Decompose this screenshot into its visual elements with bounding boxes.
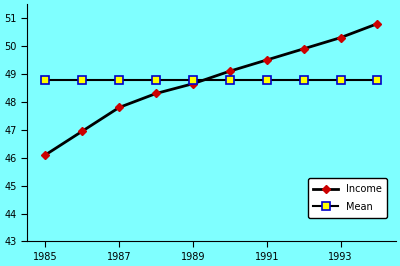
Line: Mean: Mean xyxy=(41,75,382,84)
Income xyxy=(264,59,269,62)
Legend: Income, Mean: Income, Mean xyxy=(308,178,387,218)
Mean xyxy=(117,78,122,81)
Income xyxy=(154,92,158,95)
Income xyxy=(301,47,306,51)
Income xyxy=(117,106,122,109)
Income xyxy=(43,153,48,156)
Income xyxy=(375,22,380,25)
Income xyxy=(80,130,85,133)
Mean xyxy=(228,78,232,81)
Line: Income: Income xyxy=(43,21,380,158)
Mean xyxy=(154,78,158,81)
Mean xyxy=(190,78,195,81)
Income xyxy=(338,36,343,39)
Mean xyxy=(80,78,85,81)
Mean xyxy=(43,78,48,81)
Mean xyxy=(338,78,343,81)
Income xyxy=(190,82,195,85)
Mean xyxy=(301,78,306,81)
Mean xyxy=(264,78,269,81)
Income xyxy=(228,69,232,73)
Mean xyxy=(375,78,380,81)
